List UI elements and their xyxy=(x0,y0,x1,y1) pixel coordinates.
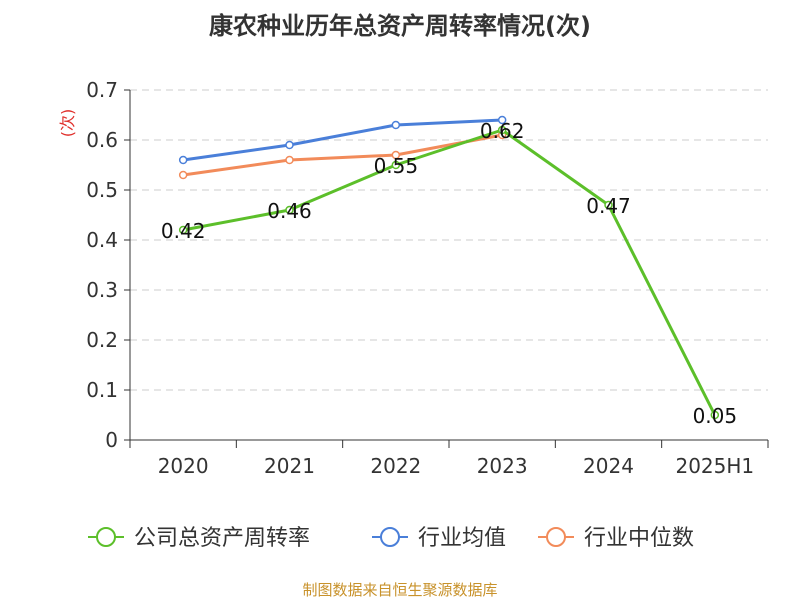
series-point xyxy=(391,120,401,130)
data-label-layer: 0.42 0.46 0.55 0.62 0.47 0.05 xyxy=(161,119,737,428)
series-point xyxy=(604,200,613,210)
series-point xyxy=(391,150,401,160)
y-tick-label: 0 xyxy=(105,428,118,452)
series-point xyxy=(178,225,188,235)
series-line-2 xyxy=(182,133,503,177)
legend-marker-0 xyxy=(96,527,116,547)
data-label: 0.46 xyxy=(267,199,312,223)
y-tick-label: 0.2 xyxy=(86,328,118,352)
y-tick-label: 0.1 xyxy=(86,378,118,402)
legend-marker-2 xyxy=(546,527,566,547)
series-point xyxy=(178,170,188,180)
legend-marker-1 xyxy=(380,527,400,547)
x-tick-label: 2025H1 xyxy=(675,454,754,478)
x-tick-label: 2023 xyxy=(477,454,528,478)
series-point xyxy=(391,160,401,170)
data-label: 0.05 xyxy=(693,404,738,428)
legend-label-0: 公司总资产周转率 xyxy=(134,526,310,551)
data-label: 0.47 xyxy=(586,194,631,218)
data-label: 0.62 xyxy=(480,119,525,143)
series-point xyxy=(178,155,188,165)
x-tick-label: 2021 xyxy=(264,454,315,478)
series-layer xyxy=(178,115,720,420)
y-tick-label: 0.4 xyxy=(86,228,118,252)
series-point xyxy=(285,205,294,215)
series-point xyxy=(497,115,507,125)
series-point xyxy=(285,140,294,150)
chart-title: 康农种业历年总资产周转率情况(次) xyxy=(209,12,591,40)
y-tick-label: 0.3 xyxy=(86,278,118,302)
legend-label-1: 行业均值 xyxy=(418,526,506,551)
series-point xyxy=(497,125,507,135)
grid-layer xyxy=(130,89,768,391)
series-line-1 xyxy=(182,118,503,162)
series-line-0 xyxy=(182,128,717,416)
series-point xyxy=(710,410,720,420)
series-point xyxy=(285,155,294,165)
x-tick-label: 2020 xyxy=(158,454,209,478)
legend: 公司总资产周转率 行业均值 行业中位数 xyxy=(88,526,694,551)
x-tick-label: 2024 xyxy=(583,454,634,478)
axis-layer: 0 0.1 0.2 0.3 0.4 0.5 0.6 0.7 2020 2021 2022 2023 20… xyxy=(58,78,769,478)
data-label: 0.42 xyxy=(161,219,206,243)
data-label: 0.55 xyxy=(374,154,419,178)
y-tick-label: 0.6 xyxy=(86,128,118,152)
y-axis-label: (次) xyxy=(58,109,77,138)
x-tick-label: 2022 xyxy=(370,454,421,478)
y-tick-label: 0.5 xyxy=(86,178,118,202)
y-tick-label: 0.7 xyxy=(86,78,118,102)
legend-label-2: 行业中位数 xyxy=(584,526,694,551)
footer-source: 制图数据来自恒生聚源数据库 xyxy=(302,581,498,599)
